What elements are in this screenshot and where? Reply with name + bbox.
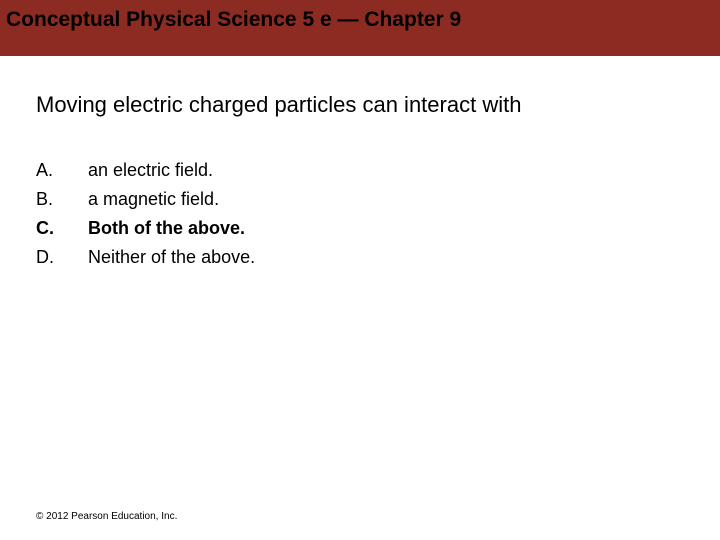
header-bar: Conceptual Physical Science 5 e — Chapte… [0,0,720,56]
option-row: A. an electric field. [36,160,255,189]
option-text: Both of the above. [88,218,255,247]
option-letter: B. [36,189,88,218]
option-row: C. Both of the above. [36,218,255,247]
option-row: B. a magnetic field. [36,189,255,218]
question-text: Moving electric charged particles can in… [36,92,684,118]
option-letter: D. [36,247,88,276]
option-letter: A. [36,160,88,189]
copyright-footer: © 2012 Pearson Education, Inc. [36,511,177,522]
header-title: Conceptual Physical Science 5 e — Chapte… [6,8,714,32]
slide: Conceptual Physical Science 5 e — Chapte… [0,0,720,540]
option-row: D. Neither of the above. [36,247,255,276]
slide-body: Moving electric charged particles can in… [0,56,720,276]
option-text: Neither of the above. [88,247,255,276]
option-text: an electric field. [88,160,255,189]
options-list: A. an electric field. B. a magnetic fiel… [36,160,255,276]
option-text: a magnetic field. [88,189,255,218]
option-letter: C. [36,218,88,247]
